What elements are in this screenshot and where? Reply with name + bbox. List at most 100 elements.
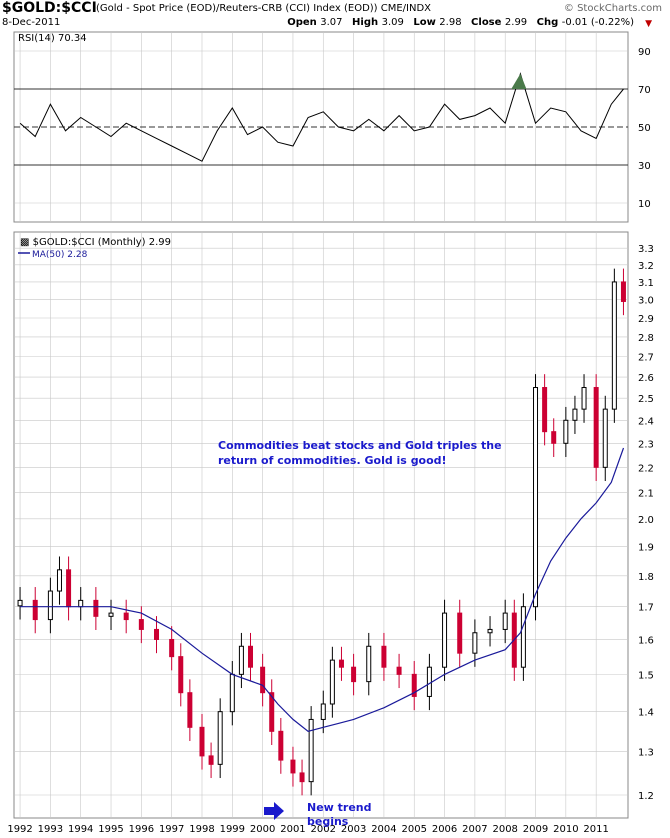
y-tick-label: 2.2: [638, 463, 654, 474]
rsi-panel: 10 30 50 70 90 RSI(14) 70.34: [13, 31, 651, 223]
rsi-tick-label: 30: [638, 161, 651, 172]
rsi-line: [19, 72, 624, 162]
y-tick-label: 3.2: [638, 261, 654, 272]
x-tick-label: 2011: [583, 824, 608, 835]
y-tick-label: 2.9: [638, 314, 654, 325]
price-candle-body: [338, 659, 344, 668]
price-candle-body: [533, 387, 539, 608]
price-panel: 1992 1993 1994 1995 1996 1997 1998 1999 2000 2001…: [7, 231, 654, 835]
y-tick-label: 3.3: [638, 244, 654, 255]
price-candle-body: [411, 673, 417, 697]
price-candle-body: [329, 659, 335, 705]
y-tick-label: 2.3: [638, 439, 654, 450]
open-value: 3.07: [320, 17, 343, 28]
x-tick-label: 2005: [402, 824, 427, 835]
price-candle-body: [187, 692, 193, 728]
trend-arrow-icon: [264, 802, 284, 820]
price-candle-body: [238, 645, 244, 675]
price-candle-body: [278, 730, 284, 761]
x-tick-label: 2001: [280, 824, 305, 835]
price-candle-body: [426, 666, 432, 697]
price-candle-body: [542, 387, 548, 433]
y-tick-label: 1.2: [638, 791, 654, 802]
price-candle-body: [520, 606, 526, 668]
close-value: 2.99: [504, 17, 528, 28]
rsi-overbought-fill: [511, 73, 527, 89]
x-tick-label: 1995: [98, 824, 123, 835]
x-tick-label: 2010: [553, 824, 578, 835]
price-candle-body: [593, 387, 599, 468]
price-legend-title: ▩ $GOLD:$CCI (Monthly) 2.99: [20, 237, 171, 248]
price-candle-body: [351, 666, 357, 683]
y-tick-label: 1.4: [638, 708, 654, 719]
price-candle-body: [248, 645, 254, 668]
symbol-title: $GOLD:$CCI: [2, 0, 97, 16]
x-tick-label: 1997: [159, 824, 184, 835]
y-tick-label: 2.5: [638, 394, 654, 405]
x-tick-label: 2002: [311, 824, 336, 835]
x-tick-label: 1993: [38, 824, 63, 835]
price-candle-body: [178, 656, 184, 694]
price-candle-body: [199, 726, 205, 757]
price-candle-body: [457, 612, 463, 654]
price-candle-body: [366, 645, 372, 683]
price-candle-body: [123, 612, 129, 621]
x-tick-label: 2008: [492, 824, 517, 835]
price-candle-body: [308, 718, 314, 783]
annotation-begins: begins: [307, 815, 349, 828]
x-tick-label: 1996: [129, 824, 154, 835]
price-candle-body: [154, 628, 160, 640]
y-tick-label: 3.1: [638, 278, 654, 289]
price-candle-body: [47, 590, 53, 621]
x-tick-label: 2004: [371, 824, 396, 835]
price-candle-body: [320, 703, 326, 720]
y-tick-label: 1.7: [638, 603, 654, 614]
price-candle-body: [269, 692, 275, 732]
price-candle-body: [472, 632, 478, 654]
quote-date: 8-Dec-2011: [2, 17, 61, 28]
ma50-line: [20, 447, 625, 732]
price-candle-body: [169, 638, 175, 658]
y-tick-label: 1.6: [638, 635, 654, 646]
x-tick-label: 2007: [462, 824, 487, 835]
price-candle-body: [32, 599, 38, 621]
price-candle-body: [581, 387, 587, 410]
x-tick-label: 1992: [7, 824, 32, 835]
y-tick-label: 1.3: [638, 748, 654, 759]
price-candle-body: [602, 408, 608, 468]
y-tick-label: 2.0: [638, 515, 654, 526]
x-tick-label: 2006: [432, 824, 457, 835]
x-tick-label: 2009: [523, 824, 548, 835]
x-tick-label: 1999: [220, 824, 245, 835]
price-candle-body: [17, 599, 23, 607]
y-tick-label: 2.7: [638, 353, 654, 364]
high-value: 3.09: [381, 17, 404, 28]
y-tick-label: 1.9: [638, 543, 654, 554]
price-candle-body: [551, 431, 557, 444]
price-candle-body: [138, 619, 144, 630]
price-candle-body: [208, 755, 214, 765]
price-candle-body: [290, 759, 296, 774]
site-credit[interactable]: © StockCharts.com: [563, 3, 662, 14]
price-candle-body: [217, 711, 223, 765]
y-tick-label: 2.1: [638, 488, 654, 499]
y-tick-label: 1.5: [638, 670, 654, 681]
annotation-line-2: return of commodities. Gold is good!: [218, 454, 447, 467]
price-candle-body: [229, 673, 235, 713]
chart-header: $GOLD:$CCI (Gold - Spot Price (EOD)/Reut…: [0, 0, 670, 36]
y-tick-label: 2.8: [638, 333, 654, 344]
ma-legend-label: MA(50) 2.28: [32, 250, 88, 260]
annotation-line-1: Commodities beat stocks and Gold triples…: [218, 439, 502, 452]
symbol-description: (Gold - Spot Price (EOD)/Reuters-CRB (CC…: [96, 3, 432, 14]
price-candle-body: [487, 628, 493, 634]
price-candle-body: [620, 281, 626, 302]
price-candle-body: [260, 666, 266, 694]
price-candle-body: [572, 408, 578, 421]
price-candle-body: [108, 612, 114, 617]
y-tick-label: 2.6: [638, 373, 654, 384]
x-tick-label: 2003: [341, 824, 366, 835]
price-candle-body: [78, 599, 84, 608]
x-tick-label: 1994: [68, 824, 93, 835]
price-candle-body: [611, 281, 617, 410]
